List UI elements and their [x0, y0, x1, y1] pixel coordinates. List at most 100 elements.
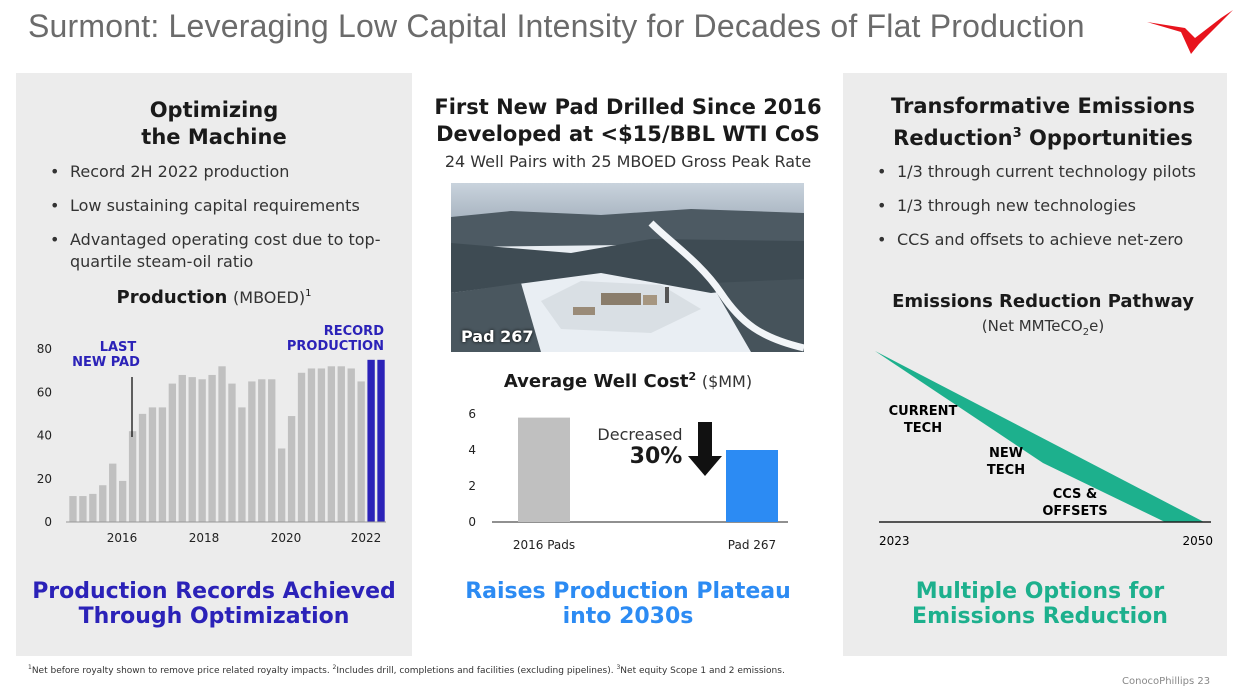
photo-label: Pad 267	[461, 327, 534, 346]
record-label-2: PRODUCTION	[287, 339, 384, 354]
caption-line: Production Records Achieved	[32, 579, 396, 604]
heading-text: Reduction	[893, 126, 1013, 150]
production-bar	[89, 493, 97, 522]
heading-line: Reduction3 Opportunities	[843, 120, 1241, 152]
caption-line: Emissions Reduction	[912, 604, 1168, 629]
unit-text: e)	[1089, 317, 1105, 335]
production-bar	[158, 407, 167, 522]
y-tick-label: 6	[468, 407, 476, 421]
footnote-text: Includes drill, completions and faciliti…	[336, 666, 617, 676]
down-arrow-icon	[688, 422, 722, 476]
footnote-marker: 3	[616, 664, 621, 671]
footnote-text: Net before royalty shown to remove price…	[31, 666, 333, 676]
production-bar	[367, 359, 375, 522]
new-tech-label-1: NEW	[989, 446, 1023, 461]
conocophillips-logo	[1147, 10, 1233, 54]
record-label-1: RECORD	[324, 324, 384, 339]
y-tick-label: 2	[468, 479, 476, 493]
footnote-marker: 1	[28, 664, 32, 671]
caption-line: into 2030s	[562, 604, 694, 629]
chart-unit: (MBOED)	[233, 288, 306, 307]
new-tech-label-2: TECH	[987, 463, 1025, 478]
caption-line: Through Optimization	[78, 604, 350, 629]
production-bar	[258, 379, 266, 522]
production-bar	[238, 407, 246, 522]
heading-line: Transformative Emissions	[891, 94, 1195, 118]
x-start-label: 2023	[879, 534, 910, 548]
well-cost-bar	[518, 417, 570, 522]
production-bar	[138, 413, 147, 522]
production-bar	[79, 496, 87, 522]
production-bar	[317, 368, 326, 522]
pathway-title: Emissions Reduction Pathway	[843, 291, 1241, 312]
x-tick-label: 2016	[107, 531, 138, 545]
production-bar	[128, 431, 137, 522]
footnote-ref: 1	[305, 288, 312, 299]
well-cost-chart: 0 2 4 6 2016 Pads Pad 267 Decreased 30%	[468, 407, 788, 552]
production-bar	[148, 407, 157, 522]
y-tick-label: 20	[37, 472, 52, 486]
production-bullets: Record 2H 2022 production Low sustaining…	[46, 161, 396, 285]
bullet-item: 1/3 through current technology pilots	[873, 161, 1223, 183]
emissions-heading: Transformative Emissions Reduction3 Oppo…	[843, 93, 1241, 152]
production-bar	[268, 379, 276, 522]
x-tick-label: 2016 Pads	[513, 538, 575, 552]
production-bar	[118, 480, 127, 522]
x-tick-label: 2018	[189, 531, 220, 545]
production-bar	[188, 377, 196, 522]
caption-line: Raises Production Plateau	[465, 579, 791, 604]
aerial-landscape-image	[451, 183, 804, 352]
plateau-caption: Raises Production Plateau into 2030s	[432, 579, 824, 629]
y-tick-label: 0	[44, 515, 52, 529]
production-bar	[297, 372, 306, 522]
footnote-ref: 3	[1012, 126, 1022, 141]
y-tick-label: 80	[37, 342, 52, 356]
decrease-label: Decreased	[597, 425, 682, 444]
reduction-wedge	[875, 351, 1204, 522]
pad-subheading: 24 Well Pairs with 25 MBOED Gross Peak R…	[444, 152, 812, 171]
production-bar	[99, 485, 107, 522]
emissions-caption: Multiple Options for Emissions Reduction	[843, 579, 1237, 629]
production-panel: Optimizing the Machine Record 2H 2022 pr…	[16, 73, 412, 656]
production-heading: Optimizing the Machine	[16, 97, 412, 151]
pad-heading: First New Pad Drilled Since 2016 Develop…	[432, 94, 824, 148]
subscript: 2	[1082, 327, 1090, 338]
y-tick-label: 4	[468, 443, 476, 457]
production-bar	[218, 366, 226, 522]
ccs-label-2: OFFSETS	[1042, 504, 1107, 519]
bullet-item: Advantaged operating cost due to top-qua…	[46, 229, 396, 273]
heading-text: Opportunities	[1021, 126, 1193, 150]
last-pad-label-1: LAST	[100, 340, 137, 355]
footnote: 1Net before royalty shown to remove pric…	[28, 664, 785, 676]
pathway-unit: (Net MMTeCO2e)	[843, 317, 1241, 338]
production-bar	[228, 383, 236, 522]
well-cost-bar	[726, 450, 778, 522]
pad-267-photo: Pad 267	[451, 183, 804, 352]
heading-line: the Machine	[141, 125, 287, 149]
last-pad-label-2: NEW PAD	[72, 355, 140, 370]
production-bar	[168, 383, 177, 522]
chart-title-text: Average Well Cost	[503, 371, 689, 392]
emissions-pathway-chart: CURRENT TECH NEW TECH CCS & OFFSETS 2023…	[875, 351, 1213, 548]
y-tick-label: 40	[37, 429, 52, 443]
heading-line: Optimizing	[149, 98, 279, 122]
x-end-label: 2050	[1182, 534, 1213, 548]
production-bar	[377, 359, 385, 522]
production-bar	[109, 463, 117, 522]
current-tech-label-1: CURRENT	[889, 404, 958, 419]
production-bar	[248, 381, 256, 522]
brand-page-number: ConocoPhillips 23	[1122, 676, 1211, 687]
footnote-ref: 2	[688, 370, 697, 383]
production-bar	[208, 374, 216, 522]
current-tech-label-2: TECH	[904, 421, 942, 436]
ccs-label-1: CCS &	[1053, 487, 1098, 502]
production-bar	[337, 366, 345, 522]
footnote-text: Net equity Scope 1 and 2 emissions.	[620, 666, 785, 676]
production-bar	[347, 368, 355, 522]
page-title: Surmont: Leveraging Low Capital Intensit…	[28, 8, 1085, 44]
heading-line: Developed at <$15/BBL WTI CoS	[436, 122, 820, 146]
production-chart-title: Production (MBOED)1	[16, 287, 412, 308]
production-bar	[69, 496, 77, 522]
emissions-bullets: 1/3 through current technology pilots 1/…	[873, 161, 1223, 263]
